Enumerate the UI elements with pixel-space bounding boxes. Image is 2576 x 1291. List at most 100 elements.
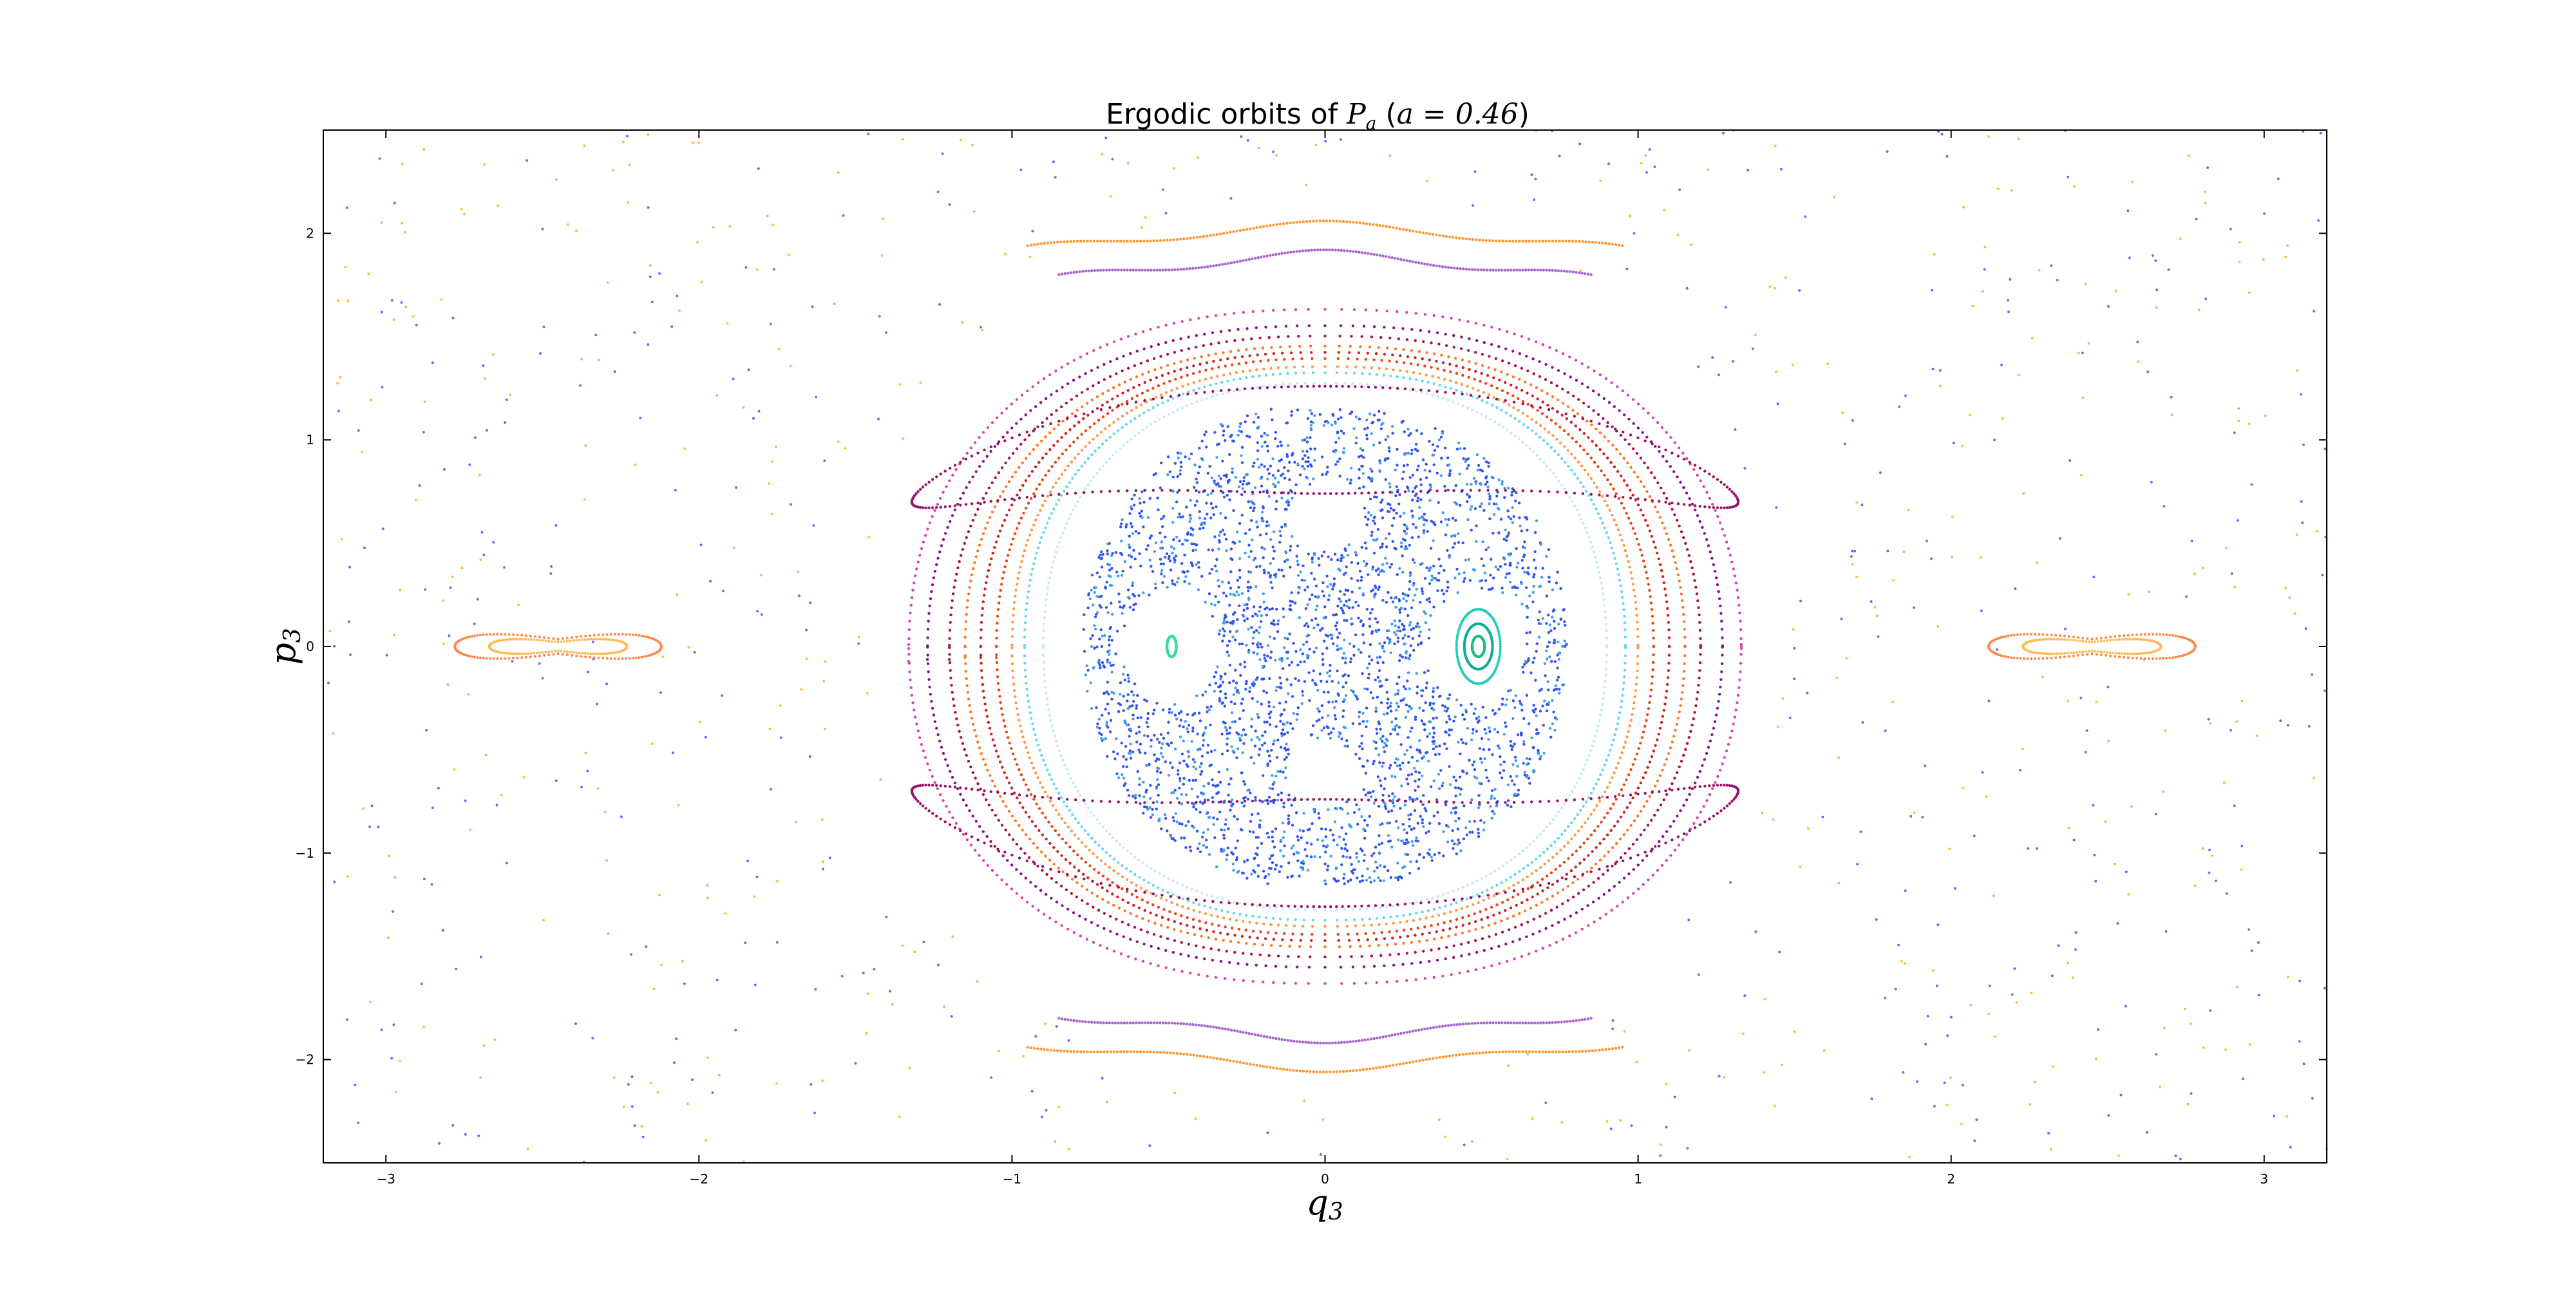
orbit-point	[1361, 449, 1365, 452]
orbit-point	[1490, 816, 1493, 820]
orbit-point	[1214, 595, 1217, 598]
orbit-point	[1488, 748, 1491, 751]
orbit-point	[1092, 603, 1095, 607]
orbit-point	[1378, 680, 1381, 683]
orbit-point	[1200, 399, 1204, 402]
orbit-point	[1479, 468, 1482, 471]
orbit-point	[2072, 185, 2076, 188]
orbit-point	[1799, 865, 1802, 869]
orbit-point	[1499, 771, 1502, 775]
orbit-point	[1390, 721, 1394, 724]
orbit-point	[1499, 639, 1502, 643]
orbit-point	[1778, 950, 1781, 954]
orbit-point	[1501, 426, 1505, 429]
orbit-point	[1209, 723, 1212, 727]
orbit-point	[1340, 429, 1343, 433]
orbit-point	[575, 229, 578, 232]
orbit-point	[1204, 690, 1208, 693]
orbit-point	[2174, 1154, 2177, 1158]
orbit-point	[1612, 738, 1615, 742]
orbit-point	[1327, 690, 1330, 694]
orbit-point	[1108, 569, 1112, 572]
orbit-point	[1546, 680, 1549, 683]
orbit-point	[1289, 599, 1292, 603]
orbit-point	[596, 702, 599, 706]
orbit-point	[1526, 415, 1530, 418]
orbit-point	[1359, 620, 1363, 623]
orbit-point	[2069, 459, 2072, 462]
orbit-point	[393, 202, 396, 205]
orbit-point	[1555, 581, 1558, 585]
orbit-point	[1455, 642, 1458, 646]
orbit-point	[1042, 654, 1045, 657]
orbit-point	[1697, 365, 1700, 368]
orbit-point	[1381, 422, 1385, 425]
orbit-point	[1476, 468, 1480, 472]
orbit-point	[1457, 402, 1460, 406]
orbit-point	[1443, 705, 1447, 708]
orbit-point	[1050, 512, 1054, 515]
orbit-point	[1388, 154, 1392, 157]
orbit-point	[1534, 178, 1537, 181]
orbit-point	[1496, 730, 1499, 734]
orbit-point	[1400, 839, 1403, 843]
orbit-point	[1267, 495, 1271, 498]
orbit-point	[1045, 1109, 1048, 1112]
orbit-point	[1367, 511, 1370, 514]
orbit-point	[1106, 755, 1109, 759]
orbit-point	[877, 417, 880, 420]
orbit-point	[1470, 505, 1473, 508]
orbit-point	[1240, 733, 1244, 737]
orbit-point	[1624, 643, 1627, 647]
orbit-point	[347, 620, 350, 623]
orbit-point	[1097, 660, 1101, 663]
orbit-point	[1162, 562, 1165, 565]
orbit-point	[1513, 417, 1517, 420]
orbit-point	[1272, 742, 1275, 746]
orbit-point	[1504, 576, 1508, 580]
orbit-point	[1062, 800, 1066, 804]
orbit-point	[1035, 738, 1038, 742]
orbit-point	[640, 1125, 643, 1128]
orbit-point	[1387, 810, 1390, 813]
orbit-point	[1280, 865, 1283, 868]
orbit-point	[755, 876, 759, 878]
orbit-point	[1981, 771, 1984, 774]
orbit-point	[1065, 485, 1068, 489]
orbit-point	[1180, 836, 1183, 840]
orbit-point	[1388, 704, 1392, 708]
orbit-point	[1144, 751, 1147, 755]
orbit-point	[1280, 659, 1283, 663]
orbit-point	[1177, 515, 1180, 519]
orbit-point	[1260, 614, 1264, 617]
orbit-point	[1602, 598, 1605, 601]
orbit-point	[1503, 496, 1506, 499]
orbit-point	[1498, 652, 1502, 656]
orbit-point	[579, 384, 582, 387]
orbit-point	[1305, 640, 1309, 644]
orbit-point	[1405, 703, 1408, 706]
orbit-point	[1305, 449, 1309, 453]
orbit-point	[1157, 758, 1160, 761]
title-math-sub: a	[1366, 113, 1377, 134]
orbit-point	[1108, 627, 1112, 630]
orbit-point	[1128, 749, 1132, 753]
orbit-point	[1269, 408, 1273, 411]
orbit-point	[1382, 570, 1386, 573]
orbit-point	[1315, 719, 1319, 723]
orbit-point	[866, 992, 869, 995]
orbit-point	[1369, 880, 1372, 884]
orbit-point	[1126, 788, 1130, 792]
orbit-point	[1229, 197, 1233, 200]
orbit-point	[1469, 508, 1472, 511]
orbit-point	[2238, 241, 2241, 244]
orbit-point	[1208, 853, 1211, 856]
orbit-point	[1388, 485, 1392, 489]
orbit-point	[1053, 555, 1056, 559]
orbit-point	[1939, 384, 1942, 388]
orbit-point	[812, 524, 815, 527]
orbit-point	[1624, 646, 1627, 650]
orbit-point	[1511, 717, 1515, 721]
orbit-point	[1090, 453, 1094, 457]
orbit-point	[1687, 918, 1690, 921]
